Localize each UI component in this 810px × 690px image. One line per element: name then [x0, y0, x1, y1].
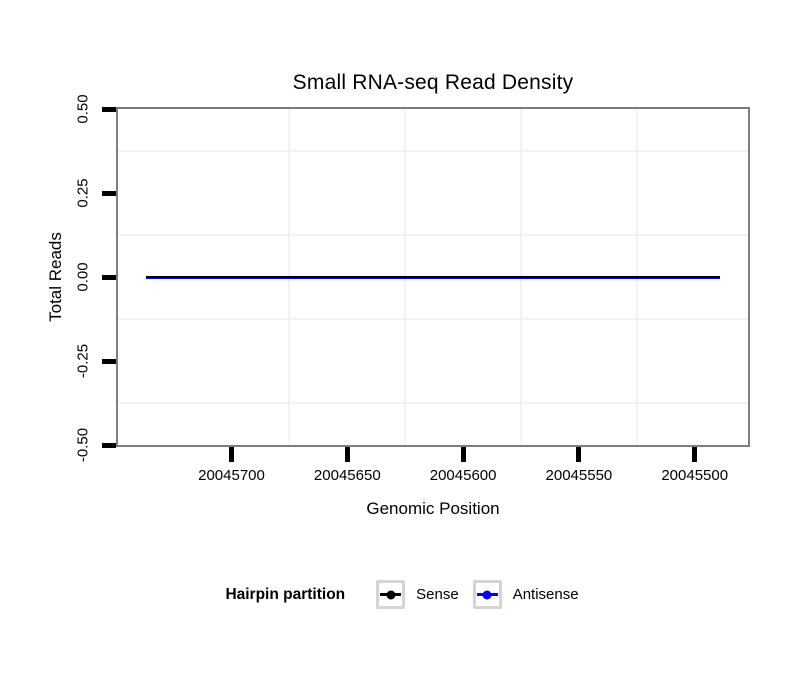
y-axis-tick — [102, 106, 116, 112]
x-tick-label: 20045700 — [198, 467, 265, 484]
y-tick-label: -0.50 — [74, 427, 92, 463]
point-glyph-icon — [386, 590, 396, 599]
minor-gridline-horizontal — [118, 234, 748, 236]
legend-title: Hairpin partition — [225, 585, 346, 603]
y-tick-label: 0.25 — [74, 178, 92, 208]
chart-title: Small RNA-seq Read Density — [292, 71, 574, 94]
x-axis-title: Genomic Position — [366, 499, 500, 518]
legend-item-sense: Sense — [376, 580, 465, 609]
minor-gridline-horizontal — [118, 402, 748, 404]
y-axis-tick — [102, 358, 116, 364]
point-glyph-icon — [482, 590, 492, 599]
legend-label-sense: Sense — [416, 586, 459, 603]
y-axis-tick — [102, 442, 116, 448]
series-line-sense — [145, 276, 721, 278]
y-axis-tick — [102, 274, 116, 280]
y-tick-label: -0.25 — [74, 343, 92, 379]
y-axis-tick — [102, 190, 116, 196]
minor-gridline-horizontal — [118, 150, 748, 152]
y-axis-title-text: Total Reads — [46, 232, 65, 322]
y-tick-label: 0.00 — [74, 262, 92, 292]
x-axis-tick — [228, 447, 234, 462]
legend: Hairpin partition Sense Antisense — [0, 580, 810, 609]
y-axis-title: Total Reads — [40, 107, 72, 447]
y-tick-label: 0.50 — [74, 94, 92, 124]
x-axis-tick — [576, 447, 582, 462]
x-axis-tick — [460, 447, 466, 462]
x-tick-label: 20045550 — [545, 467, 613, 484]
x-tick-label: 20045650 — [313, 467, 381, 484]
legend-item-antisense: Antisense — [472, 580, 585, 609]
legend-key-antisense — [472, 580, 502, 609]
plot-panel — [116, 107, 750, 447]
x-axis-tick — [344, 447, 350, 462]
x-tick-label: 20045600 — [429, 467, 497, 484]
minor-gridline-horizontal — [118, 318, 748, 320]
x-tick-label: 20045500 — [661, 467, 729, 484]
x-axis-tick — [692, 447, 698, 462]
legend-key-sense — [376, 580, 406, 609]
legend-label-antisense: Antisense — [512, 586, 579, 603]
